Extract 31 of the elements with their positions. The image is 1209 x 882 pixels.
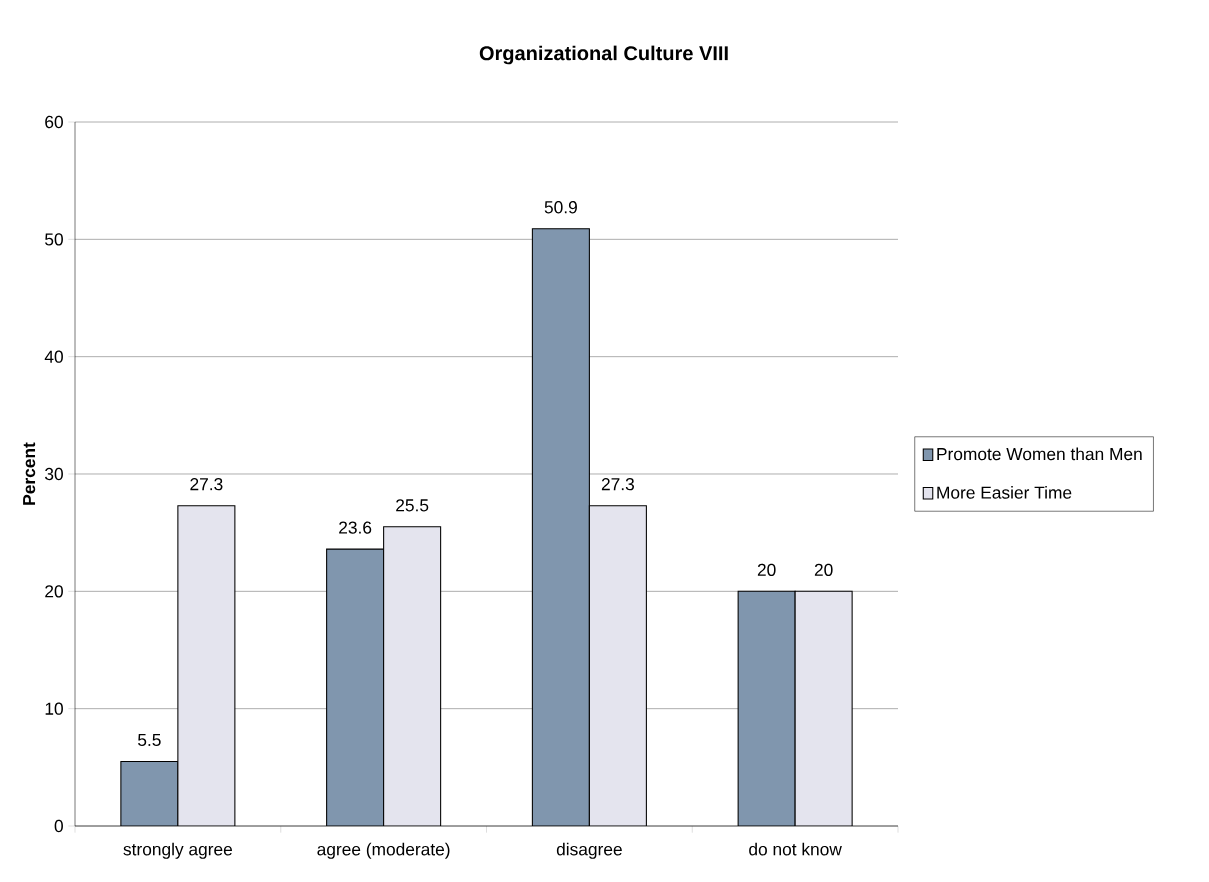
data-label: 20 bbox=[814, 563, 833, 576]
data-label: 25.5 bbox=[396, 499, 429, 512]
data-label: 20 bbox=[757, 563, 776, 576]
bar bbox=[794, 590, 853, 826]
y-tick-label: 10 bbox=[45, 702, 63, 715]
x-tick-label: agree (moderate) bbox=[317, 842, 450, 859]
y-tick-label: 20 bbox=[45, 585, 63, 598]
legend-label: More Easier Time bbox=[937, 485, 1072, 499]
bar bbox=[177, 505, 236, 826]
data-label: 27.3 bbox=[601, 478, 634, 491]
data-label: 27.3 bbox=[190, 478, 223, 491]
y-axis-title: Percent bbox=[23, 442, 36, 505]
data-label: 5.5 bbox=[138, 734, 161, 747]
bar bbox=[737, 590, 796, 826]
y-tick-label: 50 bbox=[45, 233, 63, 246]
y-tick-label: 0 bbox=[54, 819, 63, 833]
y-tick-label: 60 bbox=[45, 115, 63, 129]
x-tick-label: disagree bbox=[556, 842, 622, 859]
chart-title: Organizational Culture VIII bbox=[479, 45, 728, 65]
data-label: 50.9 bbox=[544, 201, 577, 214]
legend-label: Promote Women than Men bbox=[937, 447, 1142, 461]
bar bbox=[120, 760, 179, 826]
bar bbox=[531, 228, 590, 826]
bar bbox=[588, 505, 647, 826]
y-tick-label: 40 bbox=[44, 350, 63, 363]
data-label: 23.6 bbox=[339, 521, 372, 534]
x-tick-label: strongly agree bbox=[123, 842, 232, 859]
y-tick-label: 30 bbox=[45, 467, 63, 481]
bar bbox=[383, 526, 442, 826]
bar bbox=[326, 548, 385, 826]
x-tick-label: do not know bbox=[749, 842, 842, 856]
